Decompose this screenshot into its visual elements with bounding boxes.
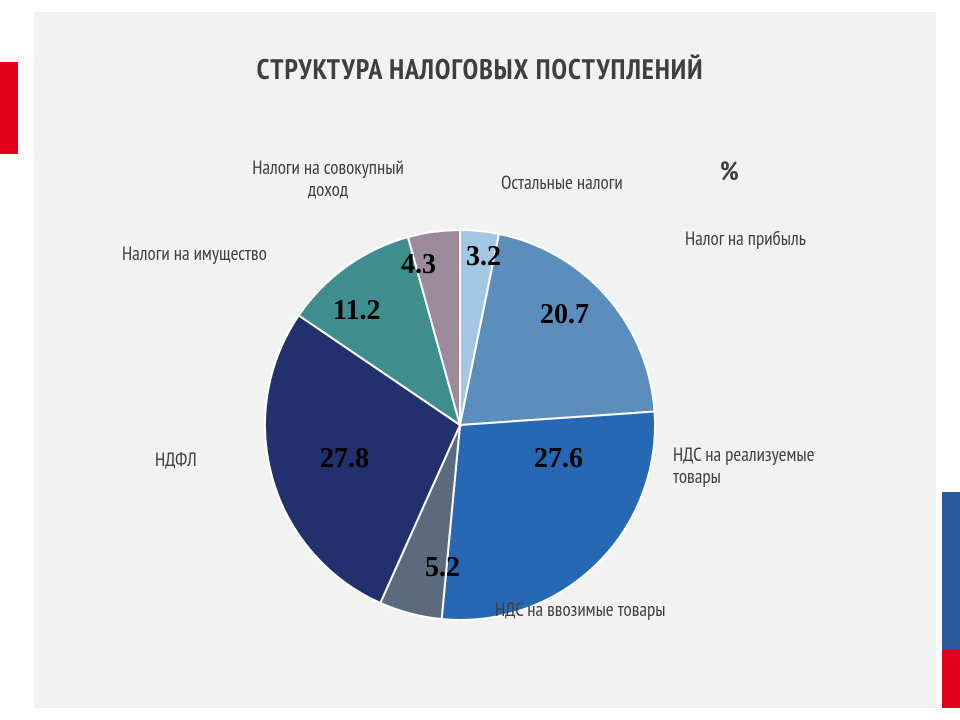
- tax-structure-pie: [0, 0, 960, 720]
- category-label-vat_domestic: НДС на реализуемыетовары: [673, 445, 873, 489]
- value-label-aggregate_tax: 4.3: [401, 249, 436, 281]
- value-label-profit_tax: 20.7: [540, 299, 589, 331]
- category-label-vat_import: НДС на ввозимые товары: [495, 600, 666, 622]
- category-label-profit_tax: Налог на прибыль: [685, 229, 806, 251]
- category-label-property_tax: Налоги на имущество: [122, 244, 267, 266]
- category-label-ndfl: НДФЛ: [155, 450, 197, 472]
- value-label-vat_domestic: 27.6: [534, 443, 583, 475]
- value-label-vat_import: 5.2: [425, 552, 460, 584]
- category-label-other_taxes: Остальные налоги: [501, 173, 623, 195]
- value-label-property_tax: 11.2: [333, 295, 380, 327]
- value-label-other_taxes: 3.2: [466, 241, 501, 273]
- value-label-ndfl: 27.8: [320, 443, 369, 475]
- category-label-aggregate_tax: Налоги на совокупныйдоход: [218, 158, 438, 202]
